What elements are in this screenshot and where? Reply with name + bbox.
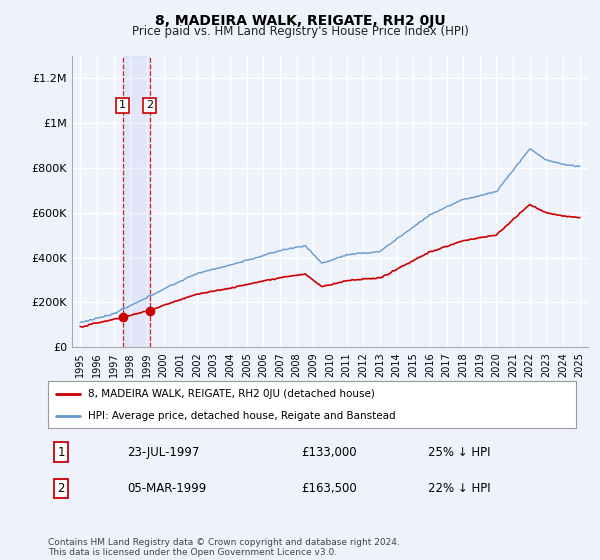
Text: £133,000: £133,000 (301, 446, 357, 459)
Text: Contains HM Land Registry data © Crown copyright and database right 2024.
This d: Contains HM Land Registry data © Crown c… (48, 538, 400, 557)
Text: 8, MADEIRA WALK, REIGATE, RH2 0JU: 8, MADEIRA WALK, REIGATE, RH2 0JU (155, 14, 445, 28)
Text: 2: 2 (58, 482, 65, 495)
Text: 22% ↓ HPI: 22% ↓ HPI (428, 482, 491, 495)
Text: 05-MAR-1999: 05-MAR-1999 (127, 482, 206, 495)
Text: Price paid vs. HM Land Registry's House Price Index (HPI): Price paid vs. HM Land Registry's House … (131, 25, 469, 38)
Text: 1: 1 (119, 100, 126, 110)
Text: 1: 1 (58, 446, 65, 459)
Text: HPI: Average price, detached house, Reigate and Banstead: HPI: Average price, detached house, Reig… (88, 410, 395, 421)
Text: £163,500: £163,500 (301, 482, 357, 495)
Text: 23-JUL-1997: 23-JUL-1997 (127, 446, 200, 459)
Text: 8, MADEIRA WALK, REIGATE, RH2 0JU (detached house): 8, MADEIRA WALK, REIGATE, RH2 0JU (detac… (88, 389, 374, 399)
Text: 25% ↓ HPI: 25% ↓ HPI (428, 446, 491, 459)
Bar (123, 56, 150, 347)
Text: 2: 2 (146, 100, 153, 110)
